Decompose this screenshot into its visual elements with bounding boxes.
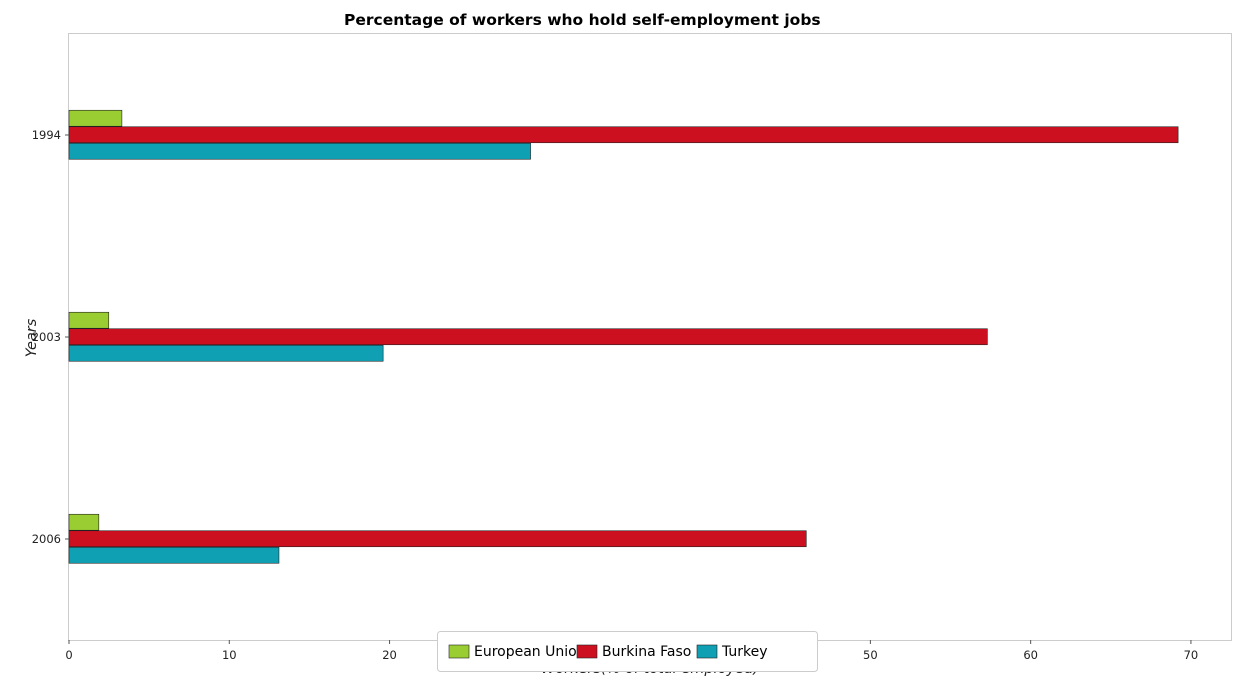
legend-label-european-union: European Union — [474, 644, 586, 660]
legend-swatch-turkey — [696, 644, 718, 659]
bar-european-union-2003 — [68, 311, 110, 329]
x-tick-label: 10 — [222, 648, 237, 662]
bar-burkina-faso-2003 — [68, 328, 988, 346]
bar-burkina-faso-2006 — [68, 530, 807, 548]
legend-label-burkina-faso: Burkina Faso — [602, 644, 691, 660]
legend-frame — [437, 631, 818, 672]
bar-burkina-faso-1994 — [68, 126, 1179, 144]
bar-turkey-2006 — [68, 546, 280, 564]
y-tick-label: 2006 — [32, 532, 61, 546]
bar-turkey-1994 — [68, 142, 531, 160]
bar-turkey-2003 — [68, 344, 384, 362]
x-tick-label: 20 — [382, 648, 397, 662]
bar-european-union-1994 — [68, 109, 123, 127]
legend-label-turkey: Turkey — [721, 644, 768, 660]
x-tick-label: 0 — [65, 648, 72, 662]
y-tick-label: 2003 — [32, 330, 61, 344]
chart-title: Percentage of workers who hold self-empl… — [344, 11, 821, 29]
y-tick-group: 1994 2003 2006 — [32, 128, 69, 546]
legend-swatch-european-union — [448, 644, 470, 659]
legend-swatch-burkina-faso — [576, 644, 598, 659]
x-tick-label: 70 — [1184, 648, 1199, 662]
bars-group — [68, 109, 1179, 564]
x-tick-label: 50 — [863, 648, 878, 662]
legend: European Union Burkina Faso Turkey — [437, 631, 818, 672]
y-tick-label: 1994 — [32, 128, 61, 142]
bar-european-union-2006 — [68, 513, 100, 531]
legend-items: European Union Burkina Faso Turkey — [448, 644, 768, 660]
y-axis-label: Years — [24, 318, 40, 357]
x-tick-label: 60 — [1023, 648, 1038, 662]
